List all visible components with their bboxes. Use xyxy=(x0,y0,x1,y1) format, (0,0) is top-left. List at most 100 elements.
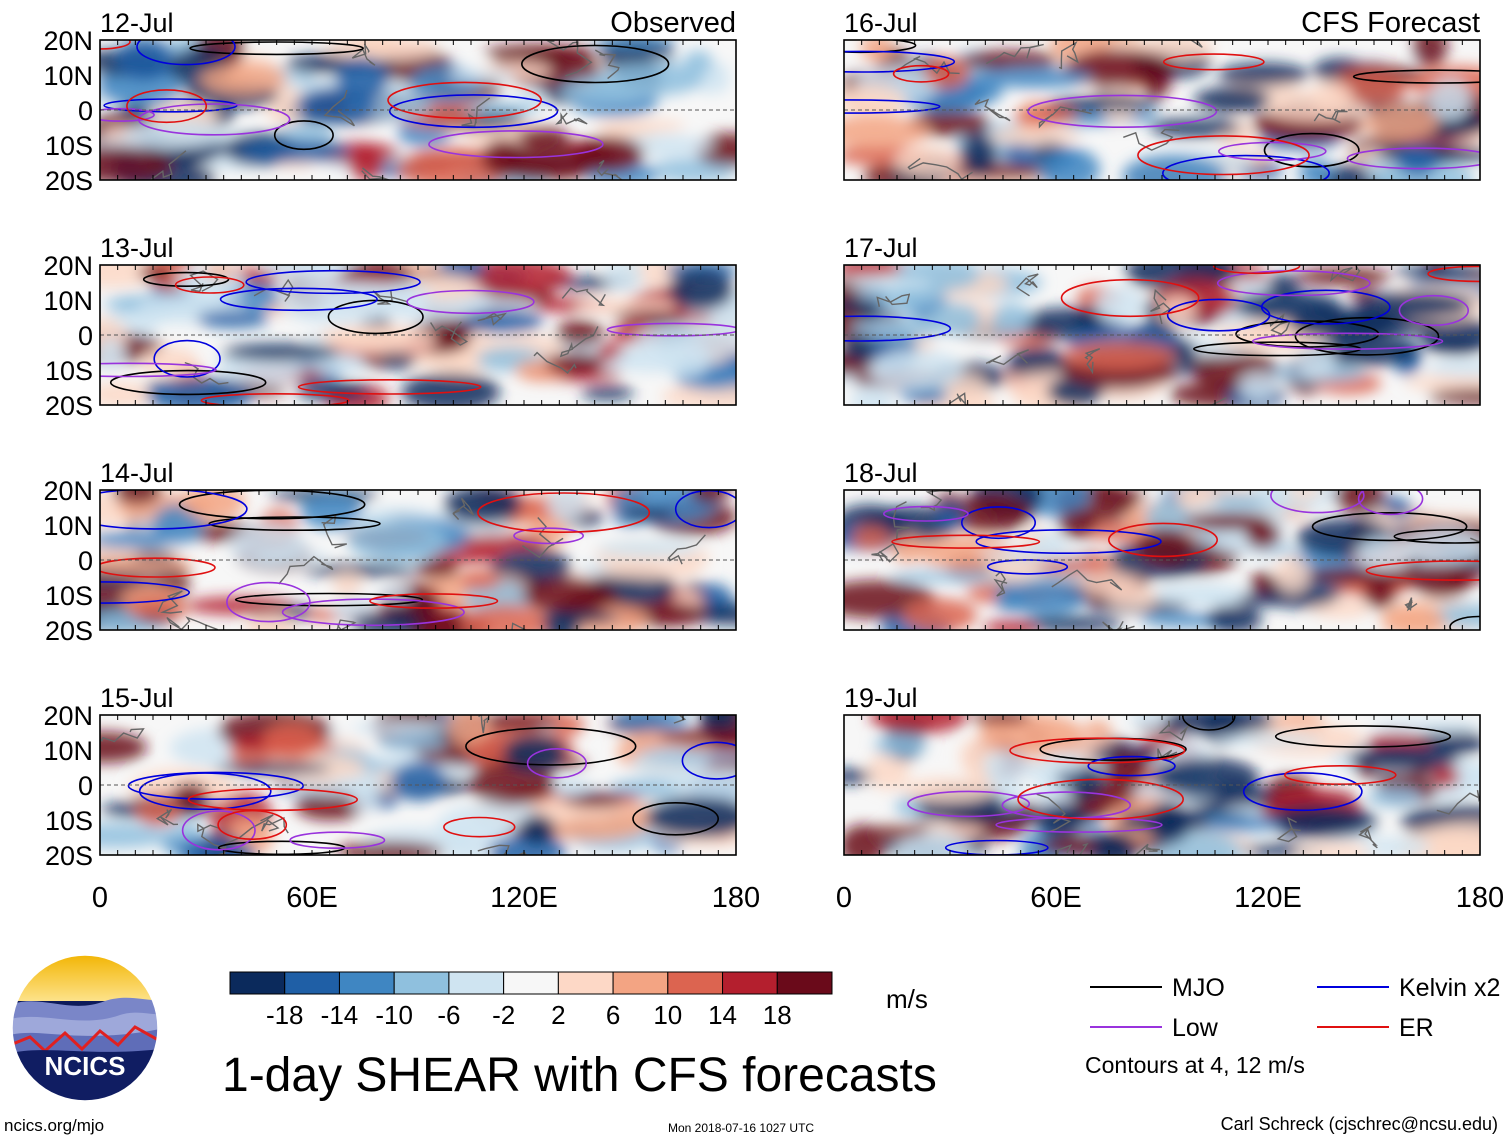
y-tick-label: 10N xyxy=(43,61,93,91)
footer-author: Carl Schreck (cjschrec@ncsu.edu) xyxy=(1220,1114,1498,1134)
colorbar-swatch xyxy=(229,971,286,995)
y-tick-label: 20S xyxy=(45,616,93,646)
y-tick-label: 0 xyxy=(78,771,93,801)
shear-field xyxy=(100,40,736,180)
x-tick-label: 180 xyxy=(1456,882,1504,914)
panel-19-jul: 19-Jul xyxy=(843,683,1481,856)
x-tick-label: 180 xyxy=(712,882,760,914)
coastlines xyxy=(896,40,1348,180)
panel-date-label: 16-Jul xyxy=(844,8,918,38)
legend-label: ER xyxy=(1399,1014,1434,1042)
logo-text: NCICS xyxy=(45,1051,126,1081)
y-tick-label: 20N xyxy=(43,251,93,281)
colorbar: -18 -14 -10 -6 -2 2 6 10 14 18 xyxy=(229,971,833,1030)
panels-layer: 12-Jul Observed 13-Jul 14-Jul 15-Jul 16-Jul CF… xyxy=(99,7,1481,856)
y-tick-label: 20S xyxy=(45,841,93,871)
legend-label: MJO xyxy=(1172,974,1225,1002)
panel-17-jul: 17-Jul xyxy=(843,233,1481,406)
shear-field xyxy=(844,490,1480,630)
figure-title: 1-day SHEAR with CFS forecasts xyxy=(222,1049,937,1102)
x-tick-label: 120E xyxy=(490,882,558,914)
y-tick-label: 10S xyxy=(45,356,93,386)
x-tick-label: 0 xyxy=(92,882,108,914)
contours xyxy=(883,490,1480,630)
panel-13-jul: 13-Jul xyxy=(99,233,737,406)
shear-field xyxy=(844,265,1480,405)
shear-field xyxy=(844,40,1480,180)
colorbar-swatch xyxy=(557,971,614,995)
colorbar-swatch xyxy=(722,971,778,995)
colorbar-swatch xyxy=(284,971,340,995)
colorbar-swatch xyxy=(503,971,559,995)
panel-15-jul: 15-Jul xyxy=(99,683,737,856)
contours xyxy=(844,265,1480,357)
y-tick-label: 10S xyxy=(45,806,93,836)
ncics-logo-graphic: NCICS xyxy=(11,954,159,1102)
panel-date-label: 18-Jul xyxy=(844,458,918,488)
colorbar-label: 14 xyxy=(708,1000,737,1030)
legend: MJO Kelvin x2 Low ER xyxy=(1090,974,1500,1042)
y-tick-label: 10S xyxy=(45,131,93,161)
footer-site-link[interactable]: ncics.org/mjo xyxy=(4,1116,105,1135)
colorbar-label: 10 xyxy=(653,1000,682,1030)
panel-14-jul: 14-Jul xyxy=(99,458,737,631)
panel-date-label: 14-Jul xyxy=(100,458,174,488)
y-tick-label: 0 xyxy=(78,321,93,351)
y-tick-label: 10S xyxy=(45,581,93,611)
colorbar-swatch xyxy=(776,971,833,995)
panel-date-label: 13-Jul xyxy=(100,233,174,263)
column-title: CFS Forecast xyxy=(1301,7,1480,39)
panel-16-jul: 16-Jul CFS Forecast xyxy=(843,7,1481,181)
colorbar-swatch xyxy=(612,971,669,995)
colorbar-label: -18 xyxy=(266,1000,304,1030)
panel-18-jul: 18-Jul xyxy=(843,458,1481,631)
y-tick-label: 20S xyxy=(45,166,93,196)
coastlines xyxy=(871,490,1480,630)
panel-date-label: 15-Jul xyxy=(100,683,174,713)
y-tick-label: 10N xyxy=(43,511,93,541)
axis-layer: 20N 10N 0 10S 20S 20N 10N 0 10S 20S 20N 10N 0 10S 20S 2… xyxy=(43,26,1504,914)
colorbar-label: -2 xyxy=(492,1000,515,1030)
colorbar-swatch xyxy=(448,971,505,995)
y-tick-label: 0 xyxy=(78,546,93,576)
ncics-logo: NCICS xyxy=(10,953,160,1108)
y-tick-label: 20N xyxy=(43,476,93,506)
colorbar-units: m/s xyxy=(886,984,928,1014)
coastlines xyxy=(1036,720,1480,855)
colorbar-swatch xyxy=(393,971,450,995)
y-tick-label: 10N xyxy=(43,736,93,766)
colorbar-label: -6 xyxy=(437,1000,460,1030)
shear-field xyxy=(100,265,736,405)
footer-timestamp: Mon 2018-07-16 1027 UTC xyxy=(668,1121,815,1135)
x-tick-label: 120E xyxy=(1234,882,1302,914)
y-tick-label: 20N xyxy=(43,26,93,56)
contours xyxy=(844,40,1480,180)
colorbar-label: 18 xyxy=(763,1000,792,1030)
y-tick-label: 20N xyxy=(43,701,93,731)
colorbar-label: -10 xyxy=(375,1000,413,1030)
y-tick-label: 0 xyxy=(78,96,93,126)
colorbar-label: 6 xyxy=(606,1000,620,1030)
contours xyxy=(100,269,736,405)
y-tick-label: 20S xyxy=(45,391,93,421)
coastlines xyxy=(149,40,624,180)
colorbar-label: 2 xyxy=(551,1000,565,1030)
x-tick-label: 60E xyxy=(286,882,338,914)
legend-label: Kelvin x2 xyxy=(1399,974,1500,1002)
column-title: Observed xyxy=(610,7,736,39)
x-tick-label: 60E xyxy=(1030,882,1082,914)
colorbar-label: -14 xyxy=(321,1000,359,1030)
panel-date-label: 19-Jul xyxy=(844,683,918,713)
panel-12-jul: 12-Jul Observed xyxy=(99,7,737,181)
coastlines xyxy=(157,497,706,630)
contour-note: Contours at 4, 12 m/s xyxy=(1085,1052,1305,1078)
coastlines xyxy=(876,265,1361,405)
panel-date-label: 17-Jul xyxy=(844,233,918,263)
contours xyxy=(127,727,736,855)
shear-field xyxy=(844,715,1480,855)
panel-date-label: 12-Jul xyxy=(100,8,174,38)
shear-field xyxy=(100,490,736,630)
shear-field xyxy=(100,715,736,855)
colorbar-swatch xyxy=(338,971,395,995)
